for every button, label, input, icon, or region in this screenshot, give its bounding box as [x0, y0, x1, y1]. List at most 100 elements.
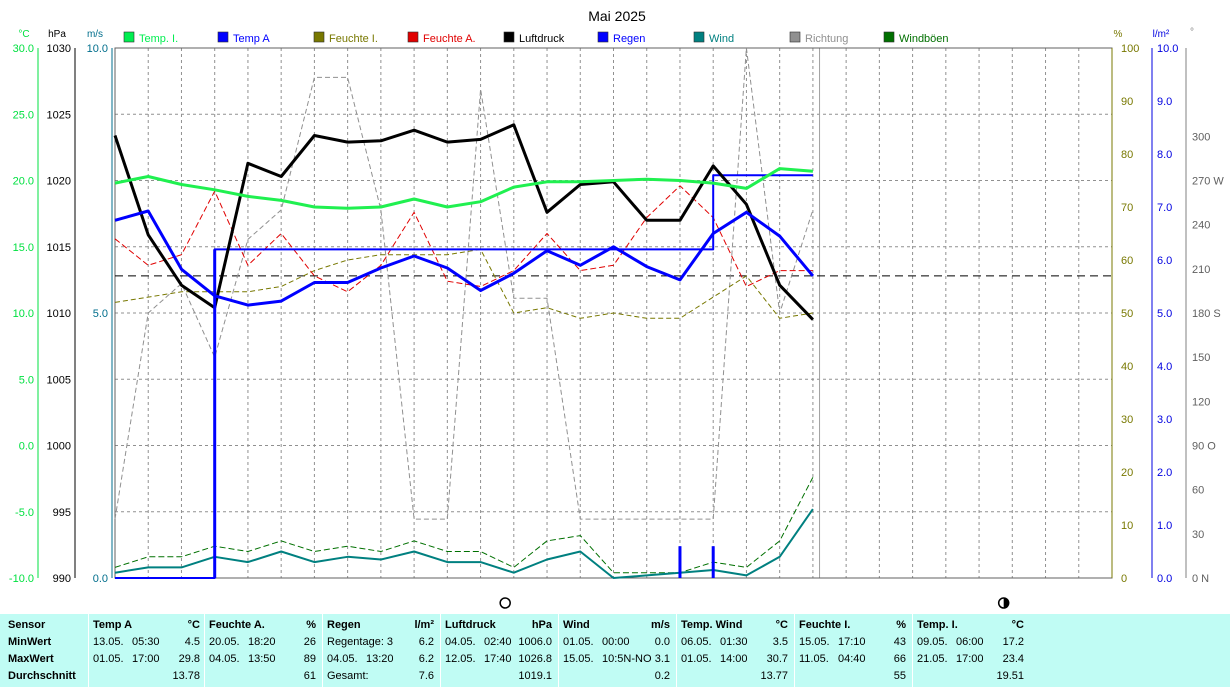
- rain-tick-label: 5.0: [1157, 308, 1172, 320]
- cell-date: 01.05.: [563, 636, 594, 648]
- cell-date: 15.05.: [563, 653, 594, 665]
- cell-value: 1026.8: [518, 653, 552, 665]
- temp-tick-label: 10.0: [13, 308, 34, 320]
- cell-value: 89: [303, 653, 316, 665]
- cell-date: 04.05.: [209, 653, 240, 665]
- column-separator: [558, 614, 559, 687]
- humidity-tick-label: 80: [1121, 149, 1133, 161]
- cell-value: 0.0: [654, 636, 670, 648]
- cell-time: 01:30: [720, 636, 748, 648]
- humidity-tick-label: 50: [1121, 308, 1133, 320]
- legend-swatch: [503, 31, 515, 43]
- temp-tick-label: 15.0: [13, 242, 34, 254]
- column-header: Regen: [327, 619, 361, 631]
- column-separator: [440, 614, 441, 687]
- cell-time: 00:00: [602, 636, 630, 648]
- cell-date: 12.05.: [445, 653, 476, 665]
- series-wind: [114, 508, 814, 579]
- humidity-tick-label: 100: [1121, 43, 1139, 55]
- temp-tick-label: -10.0: [9, 573, 34, 585]
- column-header: Temp A: [93, 619, 133, 631]
- cell-value: 26: [303, 636, 316, 648]
- humidity-tick-label: 70: [1121, 202, 1133, 214]
- cell-value: 6.2: [418, 653, 434, 665]
- humidity-tick-label: 60: [1121, 255, 1133, 267]
- full-moon-icon: [499, 597, 511, 609]
- legend-label: Richtung: [805, 33, 848, 45]
- wind-tick-label: 10.0: [87, 43, 108, 55]
- legend-label: Feuchte A.: [423, 33, 476, 45]
- cell-date: 01.05.: [93, 653, 124, 665]
- direction-tick-label: 210: [1192, 264, 1210, 276]
- row-label: Sensor: [8, 619, 46, 631]
- cell-value: 30.7: [766, 653, 788, 665]
- pressure-tick-label: 990: [53, 573, 71, 585]
- wind-unit-label: m/s: [87, 29, 103, 40]
- temp-unit-label: °C: [18, 29, 29, 40]
- column-header: Feuchte I.: [799, 619, 851, 631]
- column-separator: [676, 614, 677, 687]
- weather-chart: Mai 2025 °C hPa m/s% l/m² ° 30.0 25.0 20.0 15.0 10…: [9, 8, 1224, 609]
- column-unit: l/m²: [414, 619, 434, 631]
- humidity-tick-label: 30: [1121, 414, 1133, 426]
- pressure-tick-label: 1000: [47, 441, 71, 453]
- column-unit: m/s: [651, 619, 670, 631]
- column-separator: [794, 614, 795, 687]
- temp-tick-label: 0.0: [19, 441, 34, 453]
- direction-tick-label: 150: [1192, 352, 1210, 364]
- humidity-tick-label: 40: [1121, 361, 1133, 373]
- legend-swatch: [597, 31, 609, 43]
- cell-date: 13.05.: [93, 636, 124, 648]
- temp-tick-label: 20.0: [13, 176, 34, 188]
- legend-swatch: [313, 31, 325, 43]
- cell-value: 17.2: [1002, 636, 1024, 648]
- cell-time: 14:00: [720, 653, 748, 665]
- cell-value: 3.1: [654, 653, 670, 665]
- temp-tick-label: -5.0: [15, 507, 34, 519]
- humidity-tick-label: 20: [1121, 467, 1133, 479]
- direction-tick-label: 270 W: [1192, 176, 1224, 188]
- cell-date: 09.05.: [917, 636, 948, 648]
- cell-time: 05:30: [132, 636, 160, 648]
- column-unit: %: [896, 619, 906, 631]
- temp-tick-label: 30.0: [13, 43, 34, 55]
- legend-swatch: [123, 31, 135, 43]
- humidity-unit-label: %: [1114, 29, 1123, 40]
- legend-swatch: [693, 31, 705, 43]
- series-feuchte-i: [114, 248, 813, 319]
- cell-value: 55: [893, 670, 906, 682]
- rain-tick-label: 7.0: [1157, 202, 1172, 214]
- legend-label: Wind: [709, 33, 734, 45]
- legend-swatch: [407, 31, 419, 43]
- cell-date: Gesamt:: [327, 670, 369, 682]
- series-windb-en: [114, 477, 814, 574]
- cell-time: 17:00: [132, 653, 160, 665]
- legend-label: Windböen: [899, 33, 949, 45]
- cell-value: 66: [893, 653, 906, 665]
- series-luftdruck: [113, 123, 814, 321]
- cell-date: Regentage: 3: [327, 636, 394, 648]
- column-header: Temp. Wind: [681, 619, 743, 631]
- pressure-tick-label: 1025: [47, 109, 71, 121]
- rain-tick-label: 10.0: [1157, 43, 1178, 55]
- column-separator: [912, 614, 913, 687]
- row-label: Durchschnitt: [8, 670, 76, 682]
- cell-value: 4.5: [184, 636, 200, 648]
- series-temp-i: [114, 167, 814, 210]
- direction-tick-label: 60: [1192, 485, 1204, 497]
- series-feuchte-a: [114, 185, 813, 293]
- direction-tick-label: 0 N: [1192, 573, 1209, 585]
- cell-date: 04.05.: [327, 653, 358, 665]
- cell-value: 1019.1: [518, 670, 552, 682]
- cell-value: 13.77: [760, 670, 788, 682]
- chart-title: Mai 2025: [588, 8, 646, 24]
- statistics-table: Sensor MinWert MaxWert Durchschnitt Temp A °C…: [0, 614, 1230, 687]
- pressure-tick-label: 1005: [47, 374, 71, 386]
- pressure-tick-label: 1015: [47, 242, 71, 254]
- column-separator: [204, 614, 205, 687]
- cell-value: 13.78: [172, 670, 200, 682]
- cell-time: 06:00: [956, 636, 984, 648]
- cell-value: 3.5: [772, 636, 788, 648]
- column-unit: %: [306, 619, 316, 631]
- column-unit: °C: [187, 619, 200, 631]
